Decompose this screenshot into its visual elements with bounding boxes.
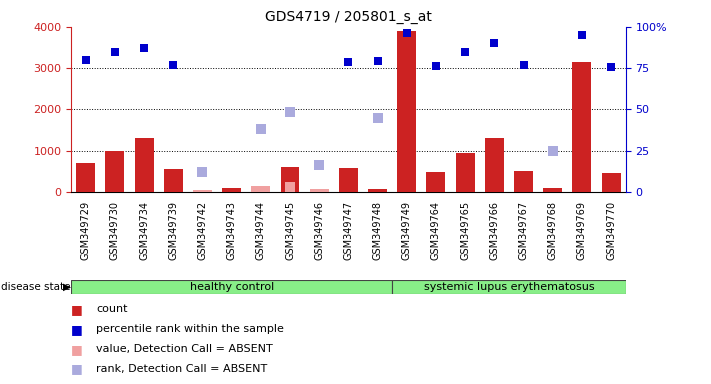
Text: GSM349765: GSM349765 bbox=[460, 200, 470, 260]
Bar bbox=[164, 169, 183, 192]
Bar bbox=[543, 188, 562, 192]
Text: value, Detection Call = ABSENT: value, Detection Call = ABSENT bbox=[96, 344, 273, 354]
Text: GSM349767: GSM349767 bbox=[518, 200, 528, 260]
Text: GSM349742: GSM349742 bbox=[198, 200, 208, 260]
Text: ■: ■ bbox=[71, 362, 83, 376]
Text: GSM349769: GSM349769 bbox=[577, 200, 587, 260]
Bar bbox=[368, 189, 387, 192]
Bar bbox=[193, 190, 212, 192]
Text: GSM349743: GSM349743 bbox=[227, 200, 237, 260]
Bar bbox=[572, 62, 592, 192]
Text: GSM349764: GSM349764 bbox=[431, 200, 441, 260]
Text: GSM349745: GSM349745 bbox=[285, 200, 295, 260]
Bar bbox=[514, 171, 533, 192]
Text: GSM349734: GSM349734 bbox=[139, 200, 149, 260]
Bar bbox=[222, 188, 241, 192]
Text: GSM349766: GSM349766 bbox=[489, 200, 499, 260]
Bar bbox=[71, 280, 392, 294]
Bar bbox=[485, 137, 504, 192]
Text: GSM349770: GSM349770 bbox=[606, 200, 616, 260]
Bar bbox=[392, 280, 626, 294]
Bar bbox=[281, 167, 299, 192]
Text: GSM349748: GSM349748 bbox=[373, 200, 383, 260]
Bar bbox=[251, 186, 270, 192]
Text: systemic lupus erythematosus: systemic lupus erythematosus bbox=[424, 282, 594, 292]
Text: ▶: ▶ bbox=[63, 282, 70, 292]
Text: GSM349744: GSM349744 bbox=[256, 200, 266, 260]
Text: GSM349747: GSM349747 bbox=[343, 200, 353, 260]
Text: GSM349729: GSM349729 bbox=[80, 200, 91, 260]
Text: ■: ■ bbox=[71, 323, 83, 336]
Bar bbox=[134, 138, 154, 192]
Text: GSM349749: GSM349749 bbox=[402, 200, 412, 260]
Bar bbox=[339, 168, 358, 192]
Text: healthy control: healthy control bbox=[190, 282, 274, 292]
Bar bbox=[105, 151, 124, 192]
Text: GDS4719 / 205801_s_at: GDS4719 / 205801_s_at bbox=[265, 10, 432, 23]
Text: GSM349746: GSM349746 bbox=[314, 200, 324, 260]
Bar bbox=[427, 172, 445, 192]
Bar bbox=[456, 153, 475, 192]
Bar bbox=[310, 189, 328, 192]
Text: ■: ■ bbox=[71, 303, 83, 316]
Text: GSM349730: GSM349730 bbox=[110, 200, 120, 260]
Bar bbox=[602, 174, 621, 192]
Text: GSM349739: GSM349739 bbox=[169, 200, 178, 260]
Bar bbox=[397, 31, 416, 192]
Text: GSM349768: GSM349768 bbox=[547, 200, 557, 260]
Text: ■: ■ bbox=[71, 343, 83, 356]
Text: disease state: disease state bbox=[1, 282, 71, 292]
Bar bbox=[76, 163, 95, 192]
Text: percentile rank within the sample: percentile rank within the sample bbox=[96, 324, 284, 334]
Text: rank, Detection Call = ABSENT: rank, Detection Call = ABSENT bbox=[96, 364, 267, 374]
Text: count: count bbox=[96, 304, 127, 314]
